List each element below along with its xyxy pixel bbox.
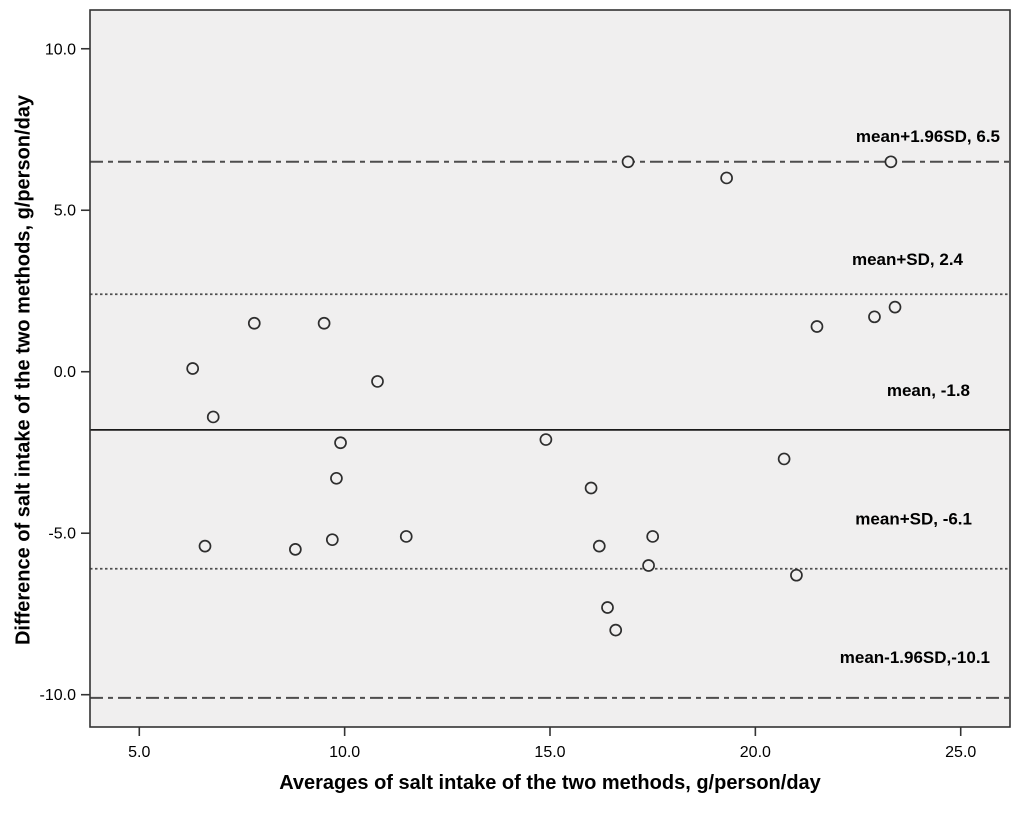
data-point (584, 481, 598, 495)
y-axis-title: Difference of salt intake of the two met… (12, 94, 35, 646)
data-point (592, 539, 606, 553)
data-point (868, 310, 881, 324)
y-tick-label: 5.0 (54, 203, 76, 220)
x-tick-label: 25.0 (945, 744, 976, 761)
x-tick-label: 10.0 (329, 744, 360, 761)
data-point (325, 533, 339, 547)
reference-line-label: mean-1.96SD,-10.1 (840, 648, 990, 667)
data-point (790, 568, 803, 582)
data-point (621, 155, 635, 169)
data-point (334, 436, 347, 450)
data-point (642, 559, 655, 572)
data-point (777, 452, 791, 466)
x-tick-label: 15.0 (534, 744, 565, 761)
data-point (317, 316, 331, 330)
x-axis-title: Averages of salt intake of the two metho… (279, 772, 821, 794)
data-point (810, 320, 824, 333)
data-point (198, 539, 212, 553)
reference-line-label: mean+1.96SD, 6.5 (856, 127, 1000, 146)
y-tick-label: -5.0 (48, 526, 76, 543)
data-point (720, 171, 733, 185)
data-point (247, 316, 261, 330)
y-tick-label: 0.0 (54, 364, 76, 381)
reference-line-label: mean, -1.8 (887, 381, 970, 400)
data-point (609, 623, 623, 637)
x-tick-label: 5.0 (128, 744, 150, 761)
data-point (330, 471, 343, 485)
y-tick-label: 10.0 (45, 41, 76, 58)
reference-line-label: mean+SD, -6.1 (855, 510, 972, 529)
data-point (186, 362, 200, 375)
data-point (289, 543, 302, 556)
x-tick-label: 20.0 (740, 744, 771, 761)
data-point (601, 601, 614, 614)
data-point (646, 530, 660, 543)
data-point (884, 155, 898, 169)
data-point (206, 410, 220, 424)
data-point (539, 433, 553, 446)
data-point (371, 375, 384, 388)
data-point (399, 530, 413, 543)
data-point (888, 300, 902, 314)
reference-line-label: mean+SD, 2.4 (852, 250, 964, 269)
plot-area (90, 10, 1010, 727)
y-tick-label: -10.0 (40, 687, 77, 704)
